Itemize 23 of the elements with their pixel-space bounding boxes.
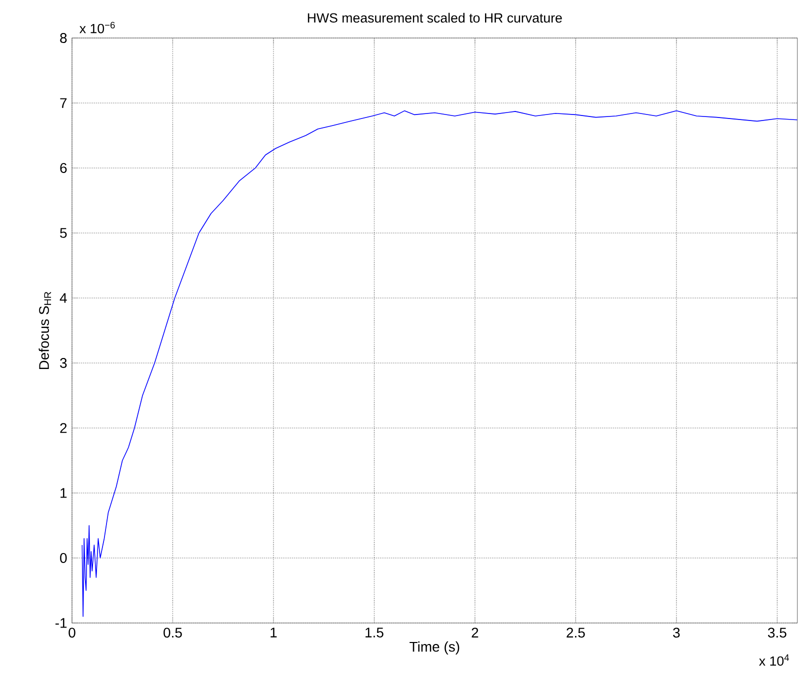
- text: x 10$^{4}$: [759, 654, 790, 666]
- y-tick-label: 1: [60, 488, 67, 498]
- chart-title: HWS measurement scaled to HR curvature: [308, 12, 562, 23]
- x-tick-label: 0.5: [164, 628, 182, 638]
- text: x 10$^{−6}$: [80, 22, 115, 34]
- y-tick-label: 6: [60, 163, 67, 173]
- y-tick-label: 8: [60, 33, 67, 43]
- x-tick-label: 2.5: [566, 628, 585, 638]
- y-tick-label: 4: [60, 293, 67, 303]
- y-tick-label: 0: [60, 553, 67, 563]
- x-tick-label: 3: [673, 628, 680, 638]
- x-tick-label: 3.5: [768, 628, 786, 638]
- y-axis-title: Defocus S$_{HR}$: [38, 292, 52, 370]
- x-tick-label: 1: [270, 628, 277, 638]
- x-tick-label: 1.5: [366, 628, 384, 638]
- x-tick-label: 0: [68, 628, 76, 638]
- y-tick-label: -1: [55, 618, 67, 628]
- y-tick-label: 5: [60, 228, 67, 238]
- y-tick-label: 2: [60, 423, 67, 433]
- x-axis-title: Time (s): [410, 641, 460, 654]
- y-tick-label: 7: [60, 98, 67, 108]
- x-tick-label: 2: [472, 628, 478, 638]
- y-tick-label: 3: [60, 358, 67, 368]
